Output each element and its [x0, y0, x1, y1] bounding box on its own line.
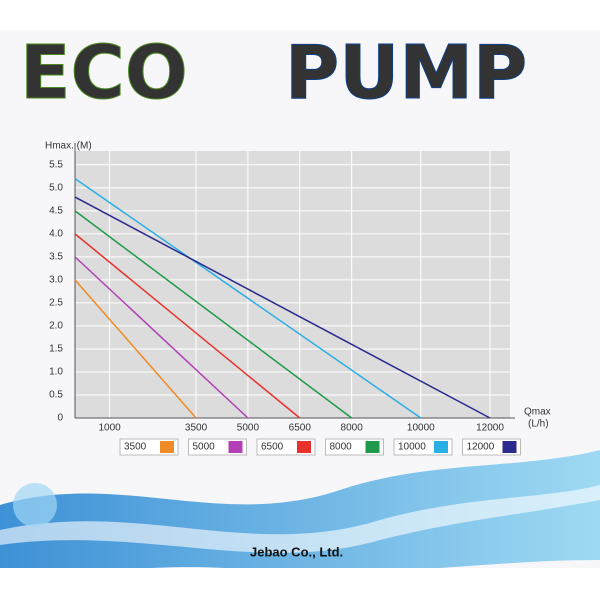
series-line [74, 256, 249, 419]
title-pump: PUMP [285, 30, 527, 116]
footer: Jebao Co., Ltd. [250, 544, 343, 559]
title-eco: ECO [20, 30, 188, 116]
series-line [74, 279, 197, 419]
legend-swatch [160, 441, 174, 453]
series-line [74, 210, 353, 419]
legend-swatch [297, 441, 311, 453]
bottom-band [0, 568, 600, 600]
top-band [0, 0, 600, 30]
legend-label: 3500 [124, 442, 147, 453]
x-tick-label: 8000 [341, 423, 364, 434]
x-tick-label: 3500 [185, 423, 208, 434]
y-tick-label: 3.5 [49, 252, 63, 263]
legend-swatch [502, 441, 517, 453]
x-tick-label: 5000 [237, 423, 260, 434]
x-tick-label: 6500 [289, 423, 312, 434]
wave [0, 450, 600, 576]
x-tick-label: 10000 [407, 423, 435, 434]
y-tick-label: 1.0 [49, 367, 63, 378]
legend-swatch [365, 441, 380, 453]
y-tick-label: 5.5 [49, 159, 63, 170]
y-tick-label: 5.0 [49, 182, 63, 193]
y-tick-label: 0.5 [49, 390, 63, 401]
y-tick-label: 4.0 [49, 229, 63, 240]
x-axis-label: (L/h) [528, 419, 549, 430]
y-tick-label: 3.0 [49, 275, 63, 286]
y-tick-label: 1.5 [49, 344, 63, 355]
series-line [74, 178, 422, 419]
x-axis-label: Qmax [524, 407, 551, 418]
legend-label: 6500 [261, 442, 284, 453]
series-line [74, 196, 491, 419]
droplet [13, 483, 57, 527]
x-tick-label: 1000 [98, 423, 121, 434]
plot-area [75, 151, 510, 418]
y-tick-label: 0 [57, 413, 63, 424]
legend-label: 8000 [330, 442, 353, 453]
x-tick-label: 12000 [476, 423, 504, 434]
legend-label: 5000 [193, 442, 216, 453]
y-tick-label: 4.5 [49, 205, 63, 216]
y-tick-label: 2.0 [49, 321, 63, 332]
legend-swatch [434, 441, 448, 453]
y-axis-label: Hmax. (M) [45, 141, 92, 152]
y-tick-label: 2.5 [49, 298, 63, 309]
wave-highlight [0, 485, 600, 553]
legend-swatch [228, 441, 243, 453]
series-line [74, 233, 301, 419]
legend-label: 12000 [467, 442, 495, 453]
legend-label: 10000 [398, 442, 426, 453]
